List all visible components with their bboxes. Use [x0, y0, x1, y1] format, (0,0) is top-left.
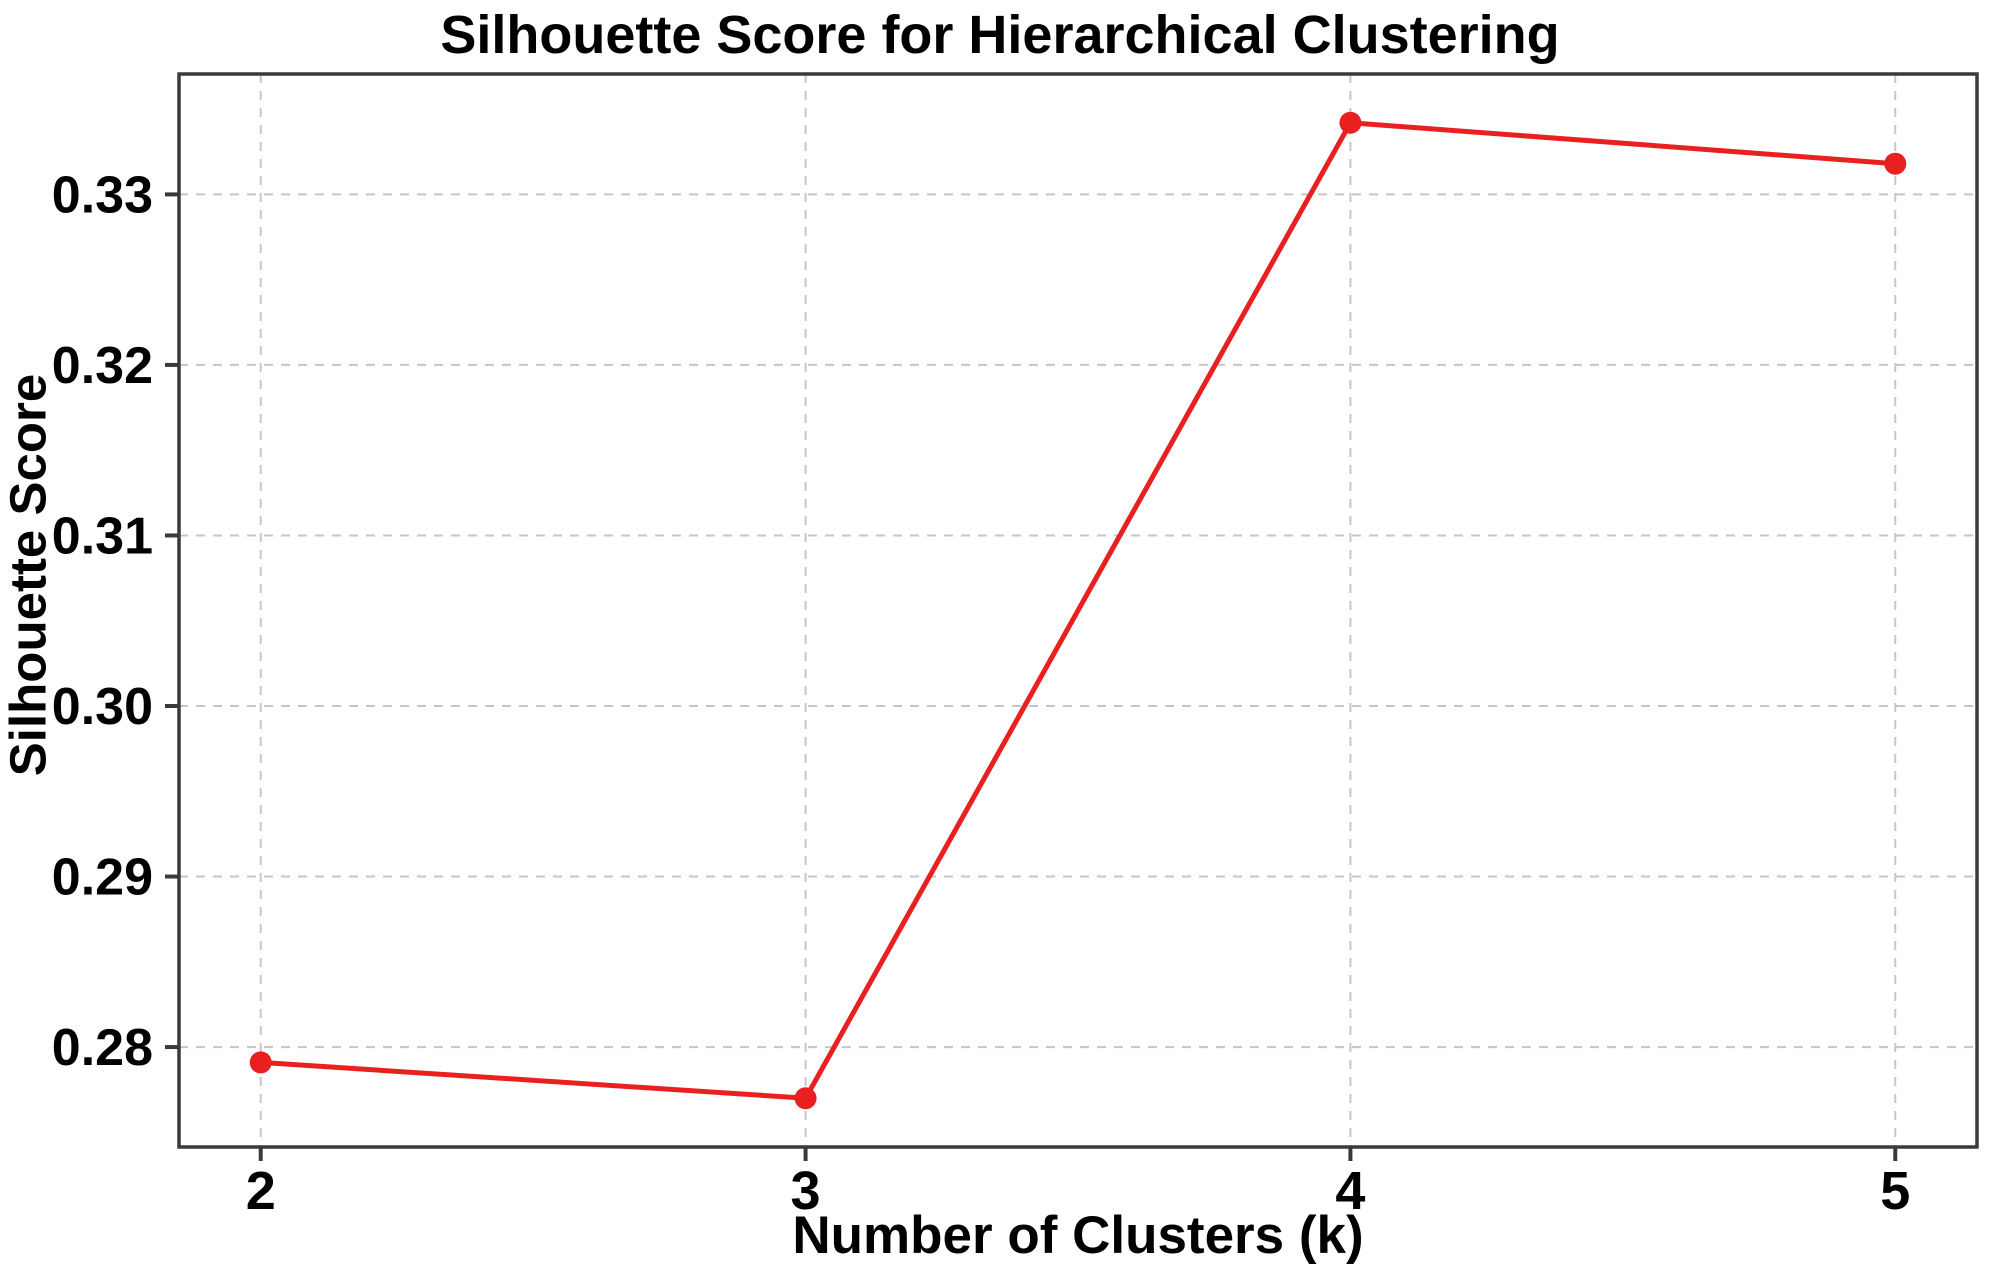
- chart-title: Silhouette Score for Hierarchical Cluste…: [440, 5, 1560, 65]
- data-point: [794, 1087, 817, 1110]
- x-tick-label: 5: [1880, 1161, 1910, 1221]
- y-tick-label: 0.32: [52, 337, 153, 395]
- plot-border: [177, 72, 1979, 1149]
- data-point: [1339, 111, 1362, 134]
- y-tick-label: 0.30: [52, 678, 153, 736]
- x-tick-label: 4: [1335, 1161, 1365, 1221]
- y-tick-label: 0.28: [52, 1019, 153, 1077]
- data-point: [1884, 152, 1907, 175]
- x-tick-label: 3: [791, 1161, 821, 1221]
- y-tick-label: 0.29: [52, 849, 153, 907]
- data-point: [249, 1051, 272, 1074]
- data-line: [258, 120, 1898, 1101]
- y-tick-label: 0.33: [52, 166, 153, 224]
- x-axis-label: Number of Clusters (k): [792, 1206, 1364, 1265]
- x-tick-label: 2: [246, 1161, 276, 1221]
- y-tick-label: 0.31: [52, 507, 153, 565]
